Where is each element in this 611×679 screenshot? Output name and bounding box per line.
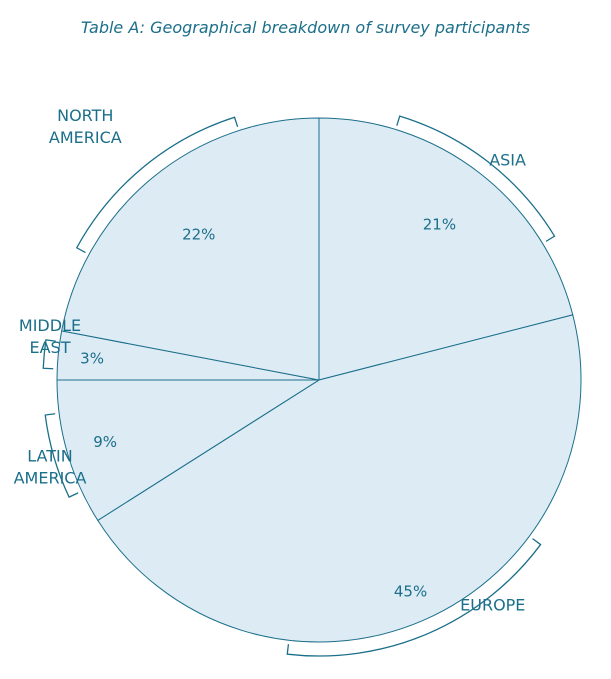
bracket-latin-america [44, 413, 79, 498]
bracket-europe [286, 538, 542, 657]
percent-label-latin-america: 9% [93, 433, 117, 451]
chart-title: Table A: Geographical breakdown of surve… [80, 18, 531, 37]
pie-slice-latin-america [56, 379, 321, 522]
category-labels: ASIA EUROPE LATIN AMERICA MIDDLE EAST NORTH AME… [14, 106, 526, 614]
pie-slice-north-america [61, 117, 320, 381]
category-label-middle-east: MIDDLE EAST [19, 316, 81, 357]
pie-slice-europe [97, 314, 582, 643]
bracket-asia [396, 115, 556, 242]
pie-slice-asia [318, 117, 574, 381]
percent-label-north-america: 22% [182, 226, 215, 244]
bracket-north-america [75, 116, 239, 254]
bracket-middle-east [42, 339, 56, 370]
percent-labels: 21% 45% 9% 3% 22% [80, 216, 456, 601]
segment-brackets [42, 115, 556, 657]
category-label-europe: EUROPE [460, 595, 525, 614]
percent-label-asia: 21% [423, 216, 456, 234]
pie-slices [56, 117, 582, 643]
category-label-latin-america: LATIN AMERICA [14, 447, 87, 488]
category-label-asia: ASIA [489, 151, 526, 170]
percent-label-europe: 45% [394, 583, 427, 601]
category-label-north-america: NORTH AMERICA [49, 106, 122, 147]
percent-label-middle-east: 3% [80, 350, 104, 368]
